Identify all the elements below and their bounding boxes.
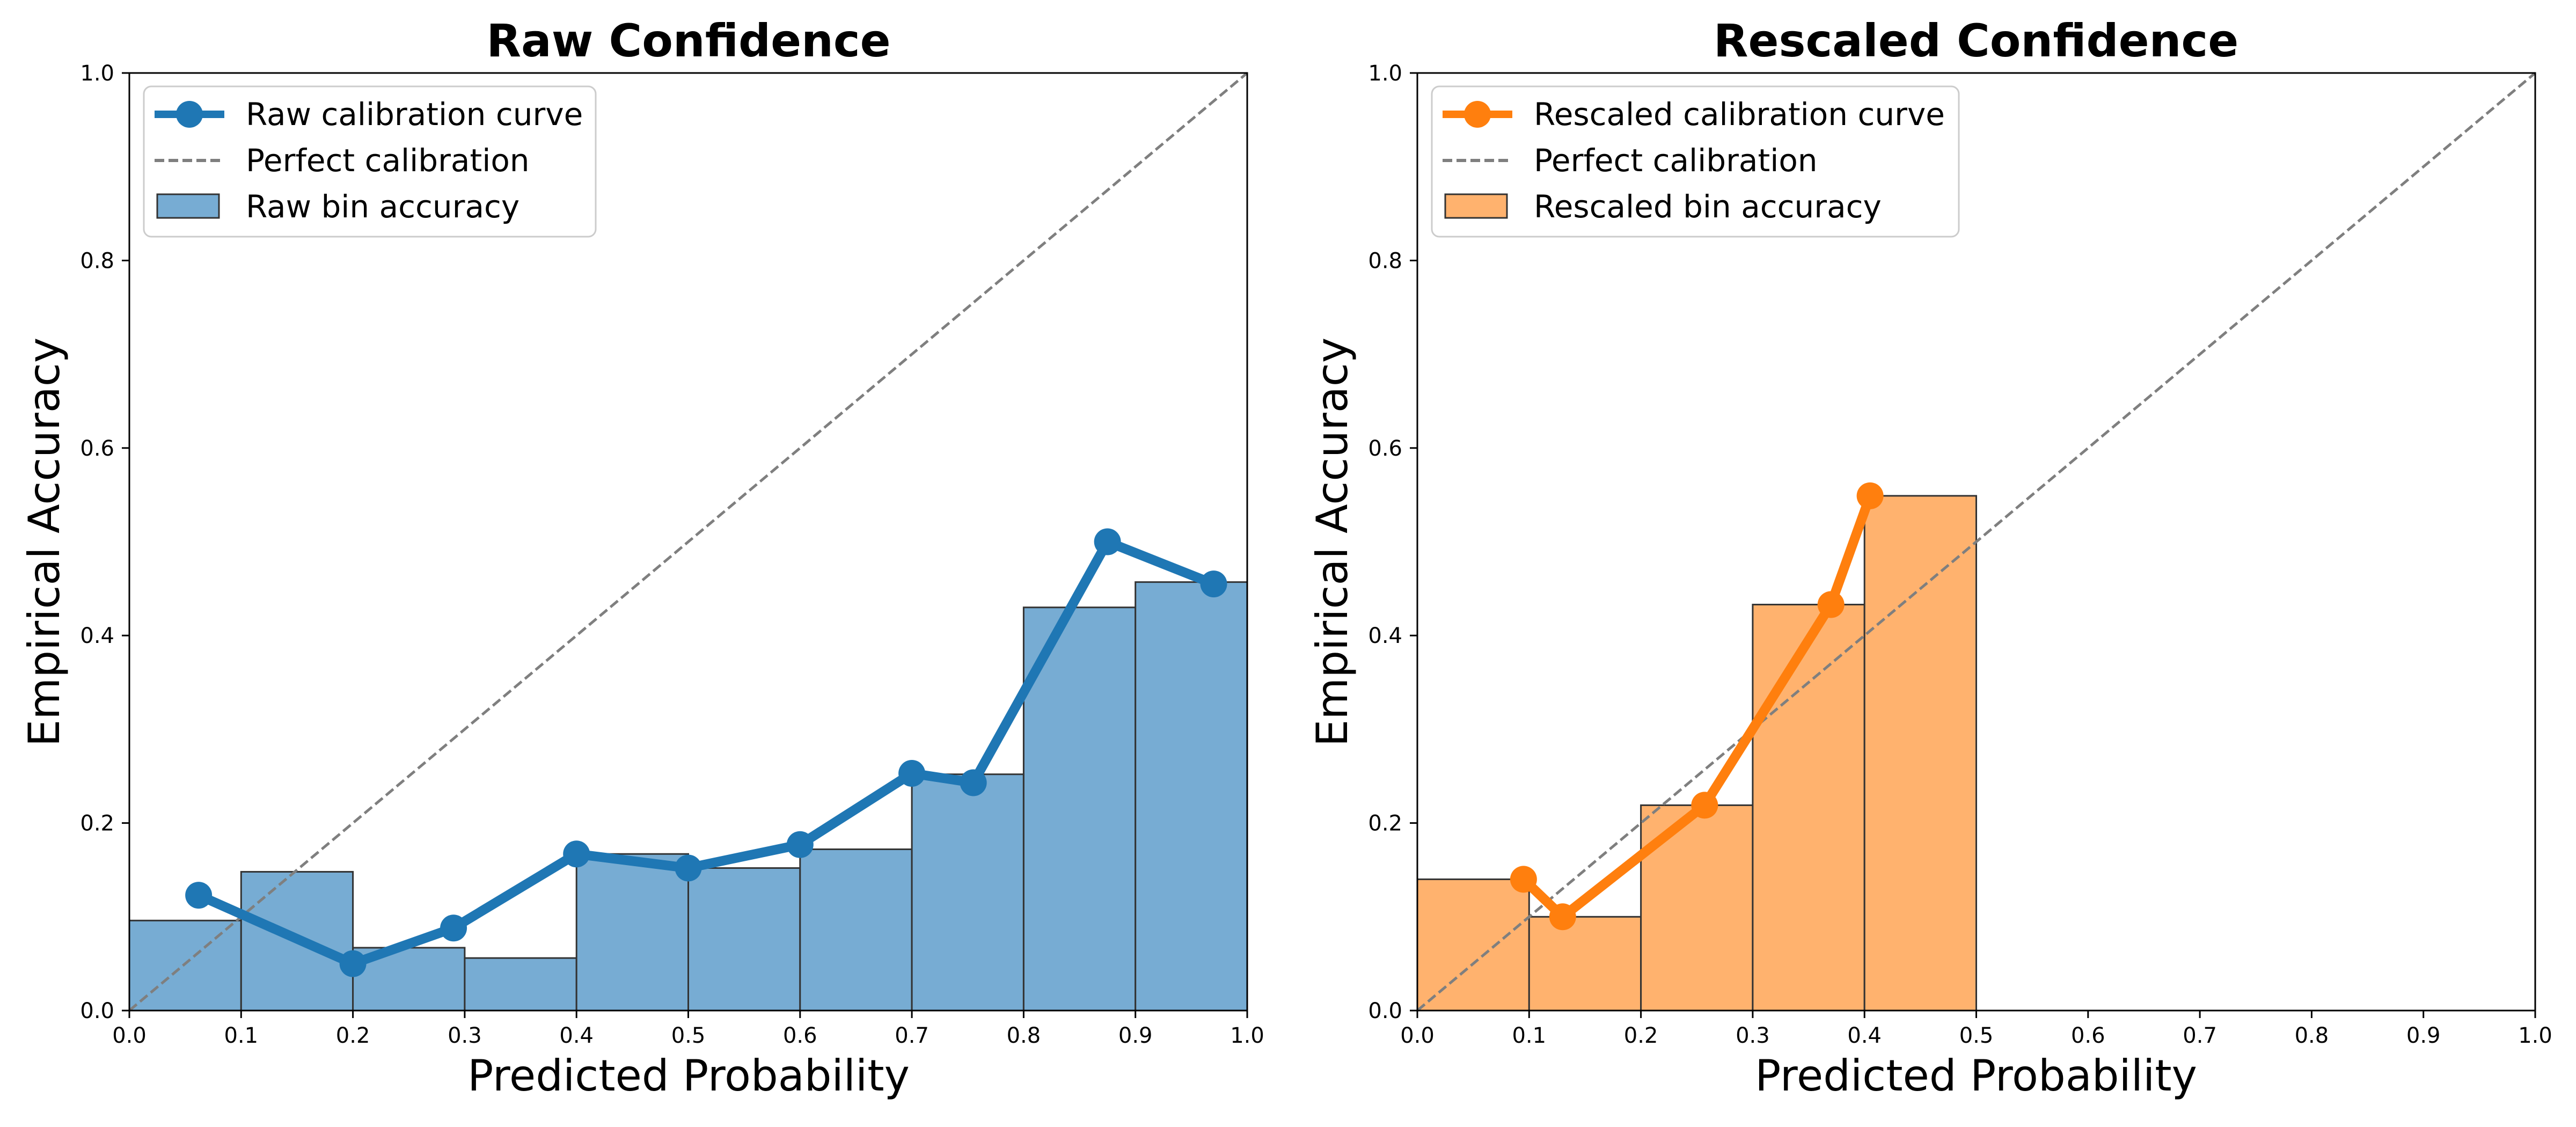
raw-x-tick-label-4: 0.4 xyxy=(559,1023,594,1048)
rescaled-curve-point-0 xyxy=(1510,866,1537,893)
rescaled-y-tick-label-2: 0.4 xyxy=(1368,624,1402,648)
raw-y-tick-label-1: 0.2 xyxy=(80,811,114,836)
rescaled-perfect-calibration-line xyxy=(1416,72,2536,1012)
rescaled-x-tick-label-3: 0.3 xyxy=(1736,1023,1770,1048)
rescaled-x-tick-label-5: 0.5 xyxy=(1959,1023,1994,1048)
rescaled-chart-title: Rescaled Confidence xyxy=(1714,14,2238,67)
raw-x-tick-label-0: 0.0 xyxy=(112,1023,147,1048)
rescaled-curve-point-4 xyxy=(1856,482,1884,509)
raw-x-tick-label-6: 0.6 xyxy=(783,1023,817,1048)
raw-x-tick-label-10: 1.0 xyxy=(1230,1023,1264,1048)
raw-x-tick-label-9: 0.9 xyxy=(1118,1023,1153,1048)
raw-y-axis-ticks: 0.0 0.2 0.4 0.6 0.8 1.0 xyxy=(80,61,129,1023)
raw-y-axis-label: Empirical Accuracy xyxy=(19,338,69,747)
raw-x-tick-label-3: 0.3 xyxy=(448,1023,482,1048)
rescaled-legend-curve-marker-icon xyxy=(1464,101,1491,128)
rescaled-bin-bars xyxy=(1416,495,1977,1012)
rescaled-x-tick-label-0: 0.0 xyxy=(1400,1023,1435,1048)
raw-bin-bar-6 xyxy=(799,848,913,1012)
rescaled-x-tick-label-2: 0.2 xyxy=(1624,1023,1658,1048)
rescaled-legend: Rescaled calibration curve Perfect calib… xyxy=(1431,85,1960,238)
raw-legend-bars-label: Raw bin accuracy xyxy=(246,188,519,225)
rescaled-y-tick-label-4: 0.8 xyxy=(1368,248,1402,273)
rescaled-confidence-panel: Rescaled Confidence 0.0 0.1 0.2 0.3 0.4 0.5 0.… xyxy=(1307,14,2552,1101)
rescaled-curve-point-1 xyxy=(1549,903,1576,931)
raw-curve-point-9 xyxy=(1200,570,1227,598)
rescaled-x-axis-label: Predicted Probability xyxy=(1755,1051,2197,1101)
raw-bin-bar-3 xyxy=(464,957,577,1012)
raw-x-tick-label-5: 0.5 xyxy=(671,1023,706,1048)
rescaled-bin-bar-4 xyxy=(1863,495,1977,1012)
raw-y-tick-label-2: 0.4 xyxy=(80,624,114,648)
raw-curve-point-6 xyxy=(898,760,926,787)
raw-curve-point-3 xyxy=(563,840,590,868)
rescaled-bin-bar-0 xyxy=(1416,878,1530,1012)
raw-legend: Raw calibration curve Perfect calibratio… xyxy=(143,85,597,238)
rescaled-diagonal-line xyxy=(1416,72,2536,1012)
raw-legend-bar-icon xyxy=(156,193,220,219)
rescaled-y-tick-label-0: 0.0 xyxy=(1368,999,1402,1023)
raw-bin-bar-9 xyxy=(1135,581,1248,1012)
rescaled-y-tick-label-3: 0.6 xyxy=(1368,436,1402,461)
rescaled-legend-diagonal-label: Perfect calibration xyxy=(1534,142,1818,179)
raw-diagonal-line xyxy=(128,72,1248,1012)
raw-curve-line xyxy=(194,537,1219,969)
rescaled-x-tick-label-9: 0.9 xyxy=(2406,1023,2441,1048)
rescaled-bin-bar-3 xyxy=(1752,604,1865,1012)
raw-legend-curve-marker-icon xyxy=(176,101,203,128)
rescaled-curve-point-3 xyxy=(1817,591,1845,618)
raw-x-axis-ticks: 0.0 0.1 0.2 0.3 0.4 0.5 0.6 0.7 0.8 0.9 1.0 xyxy=(112,1011,1264,1048)
raw-legend-diagonal-label: Perfect calibration xyxy=(246,142,530,179)
raw-curve-point-8 xyxy=(1094,528,1121,555)
raw-y-tick-label-3: 0.6 xyxy=(80,436,114,461)
raw-x-axis-label: Predicted Probability xyxy=(467,1051,910,1101)
raw-curve-point-2 xyxy=(440,914,467,942)
rescaled-calibration-curve xyxy=(1510,482,1884,931)
rescaled-y-tick-label-5: 1.0 xyxy=(1368,61,1402,86)
raw-x-tick-label-7: 0.7 xyxy=(895,1023,929,1048)
rescaled-bin-bar-1 xyxy=(1528,916,1642,1012)
raw-bin-bar-7 xyxy=(911,773,1024,1012)
rescaled-x-tick-label-4: 0.4 xyxy=(1847,1023,1882,1048)
raw-y-tick-label-0: 0.0 xyxy=(80,999,114,1023)
raw-x-tick-label-8: 0.8 xyxy=(1007,1023,1041,1048)
rescaled-x-tick-label-7: 0.7 xyxy=(2183,1023,2217,1048)
raw-curve-point-1 xyxy=(339,950,367,977)
raw-x-tick-label-2: 0.2 xyxy=(336,1023,370,1048)
raw-curve-point-0 xyxy=(185,882,213,909)
rescaled-y-tick-label-1: 0.2 xyxy=(1368,811,1402,836)
rescaled-curve-point-2 xyxy=(1691,792,1718,819)
raw-bin-bars xyxy=(128,581,1248,1012)
raw-legend-box xyxy=(143,85,597,238)
raw-chart-title: Raw Confidence xyxy=(486,14,890,67)
raw-curve-point-7 xyxy=(960,769,987,796)
raw-calibration-curve xyxy=(185,528,1227,977)
rescaled-legend-box xyxy=(1431,85,1960,238)
rescaled-x-tick-label-6: 0.6 xyxy=(2071,1023,2105,1048)
raw-curve-point-5 xyxy=(786,831,814,858)
rescaled-legend-bar-icon xyxy=(1444,193,1508,219)
rescaled-x-tick-label-10: 1.0 xyxy=(2518,1023,2552,1048)
raw-perfect-calibration-line xyxy=(128,72,1248,1012)
raw-bin-bar-4 xyxy=(575,853,689,1012)
rescaled-legend-curve-label: Rescaled calibration curve xyxy=(1534,96,1945,133)
raw-curve-point-4 xyxy=(675,854,702,882)
rescaled-legend-bars-label: Rescaled bin accuracy xyxy=(1534,188,1882,225)
rescaled-y-axis-label: Empirical Accuracy xyxy=(1307,338,1357,747)
raw-y-tick-label-4: 0.8 xyxy=(80,248,114,273)
rescaled-x-axis-ticks: 0.0 0.1 0.2 0.3 0.4 0.5 0.6 0.7 0.8 0.9 1.0 xyxy=(1400,1011,2552,1048)
raw-bin-bar-5 xyxy=(687,867,801,1012)
raw-legend-curve-label: Raw calibration curve xyxy=(246,96,583,133)
rescaled-y-axis-ticks: 0.0 0.2 0.4 0.6 0.8 1.0 xyxy=(1368,61,1417,1023)
rescaled-x-tick-label-1: 0.1 xyxy=(1512,1023,1546,1048)
rescaled-x-tick-label-8: 0.8 xyxy=(2295,1023,2329,1048)
raw-confidence-panel: Raw Confidence 0.0 0.1 0.2 0.3 0.4 0.5 0.6 0.7 0… xyxy=(19,14,1264,1101)
raw-y-tick-label-5: 1.0 xyxy=(80,61,114,86)
raw-x-tick-label-1: 0.1 xyxy=(224,1023,258,1048)
